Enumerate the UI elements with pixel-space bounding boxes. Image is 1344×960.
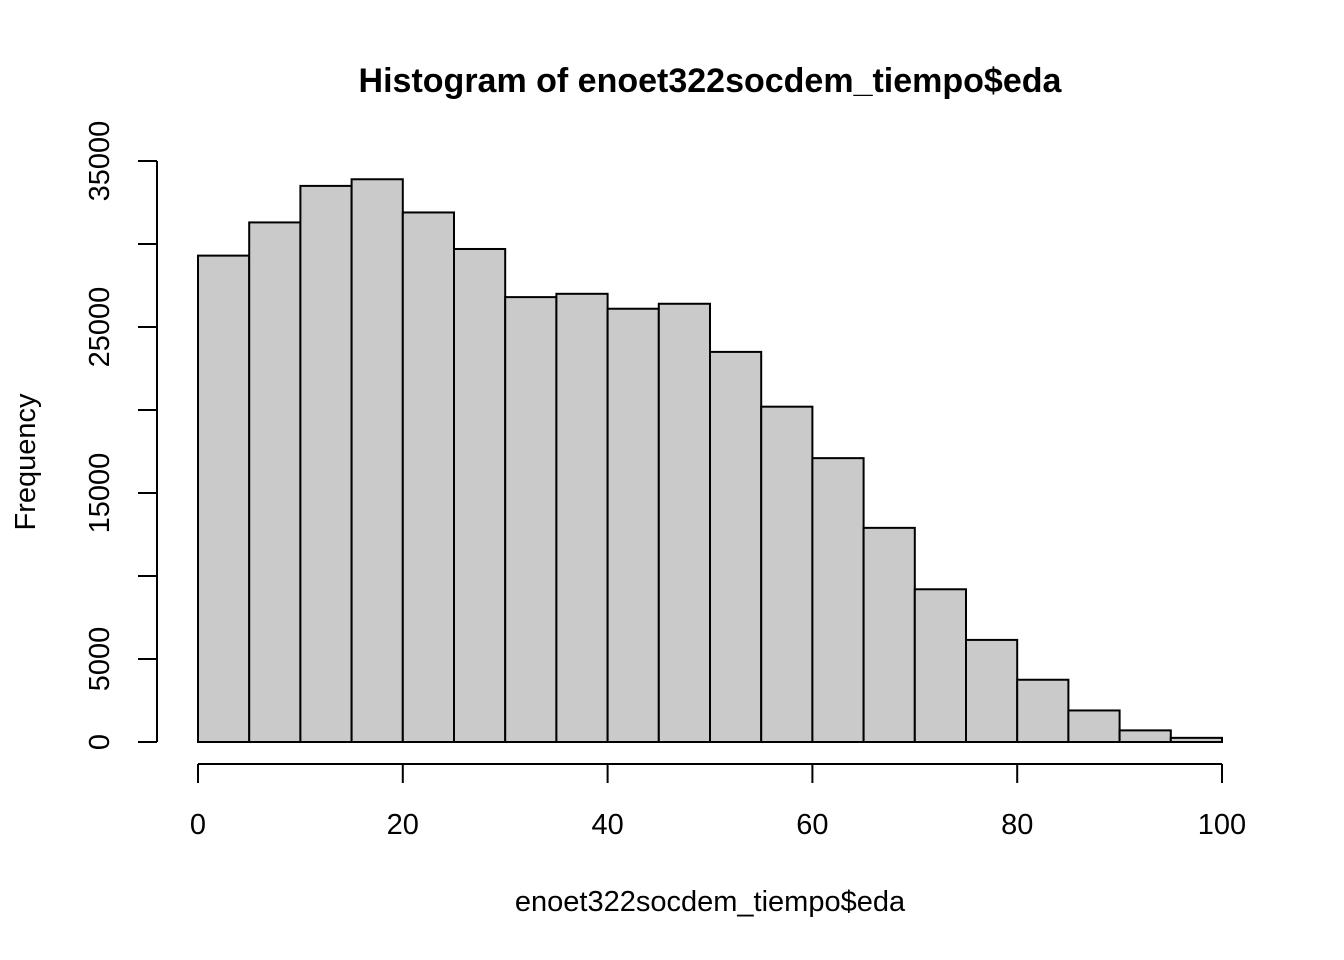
y-tick-label: 0	[84, 734, 116, 750]
histogram-bar	[862, 526, 916, 743]
histogram-bar	[606, 307, 660, 743]
x-tick-label: 80	[1001, 809, 1033, 841]
y-axis-label: Frequency	[10, 393, 42, 531]
x-tick-label: 0	[190, 809, 206, 841]
bars-group	[197, 178, 1224, 744]
x-tick-label: 40	[591, 809, 623, 841]
x-tick-label: 60	[796, 809, 828, 841]
histogram-bar	[197, 254, 251, 743]
histogram-bar	[350, 178, 404, 743]
x-axis: 0 20 40 60 80 100	[190, 763, 1246, 841]
histogram-bar	[555, 292, 609, 743]
histogram-bar	[248, 221, 302, 744]
y-axis: 0 5000 15000 25000 35000	[84, 121, 158, 750]
histogram-bar	[657, 302, 711, 743]
histogram-bar	[709, 350, 763, 743]
y-tick-label: 5000	[84, 627, 116, 692]
histogram-bar	[504, 296, 558, 743]
y-tick-label: 35000	[84, 121, 116, 202]
histogram-bar	[811, 457, 865, 743]
histogram-bar	[965, 638, 1019, 743]
histogram-bar	[913, 588, 967, 744]
histogram-bar	[453, 247, 507, 743]
chart-title: Histogram of enoet322socdem_tiempo$eda	[359, 62, 1063, 100]
y-tick-label: 15000	[84, 453, 116, 534]
x-tick-label: 20	[387, 809, 419, 841]
histogram-bar	[1016, 678, 1070, 743]
histogram-bar	[1169, 736, 1224, 743]
histogram-bar	[760, 405, 814, 743]
y-tick-label: 25000	[84, 287, 116, 368]
histogram-bar	[401, 211, 455, 743]
histogram-bar	[1067, 709, 1121, 744]
histogram-bar	[299, 184, 353, 743]
x-tick-label: 100	[1198, 809, 1246, 841]
x-axis-label: enoet322socdem_tiempo$eda	[515, 886, 906, 918]
histogram-bar	[1118, 729, 1172, 744]
